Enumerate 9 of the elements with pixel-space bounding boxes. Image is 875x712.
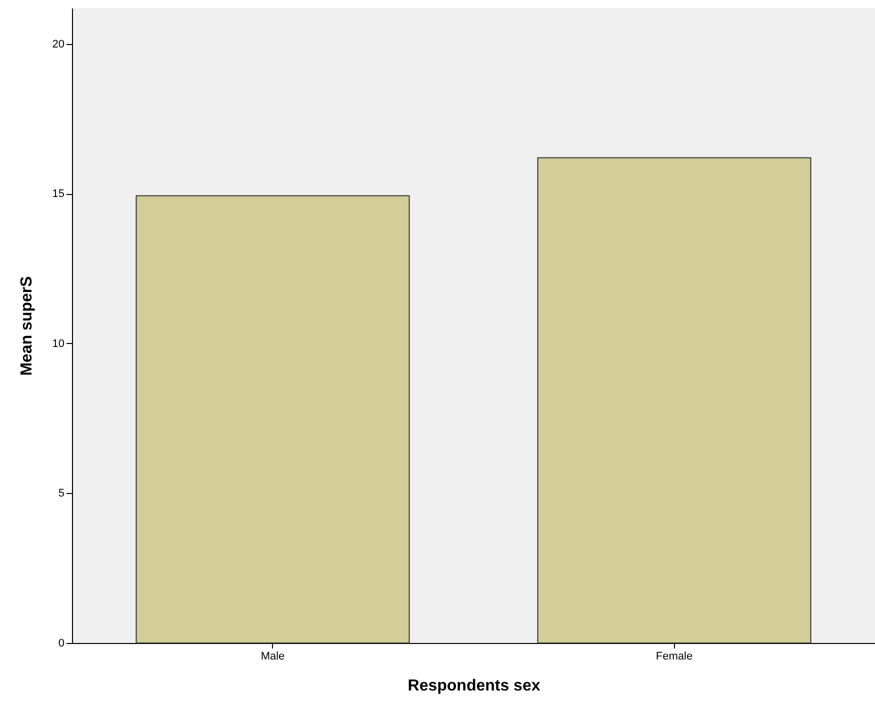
x-axis-title: Respondents sex xyxy=(408,678,540,694)
x-tick-label: Male xyxy=(260,650,285,662)
x-tick-label: Female xyxy=(656,650,693,662)
y-tick-label: 0 xyxy=(58,638,64,650)
y-axis-title: Mean superS xyxy=(18,276,36,376)
y-tick-label: 5 xyxy=(58,488,64,500)
y-tick-label: 20 xyxy=(52,38,64,50)
y-tick-label: 15 xyxy=(52,188,64,200)
y-tick-label: 10 xyxy=(52,338,64,350)
